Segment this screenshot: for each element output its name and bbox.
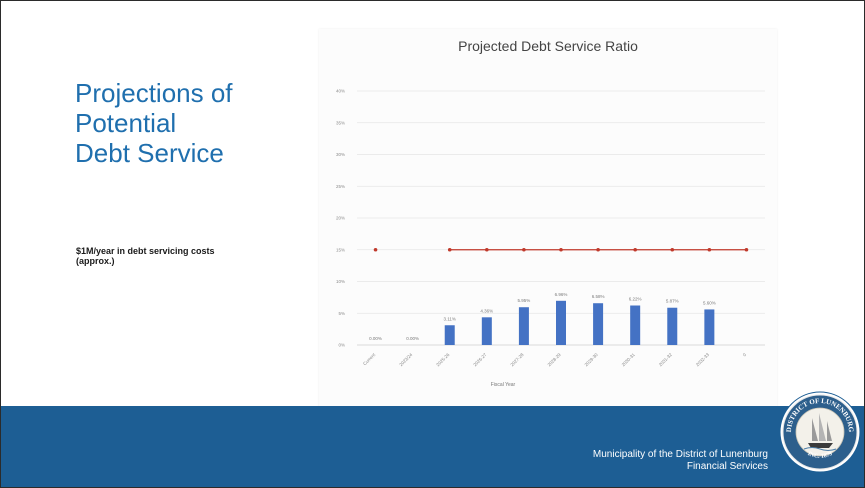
x-tick-label: 2025-26: [435, 352, 451, 368]
note-line: (approx.): [76, 256, 115, 266]
bar-data-label: 4.36%: [480, 308, 493, 313]
policy-marker: [744, 247, 749, 252]
bar-data-label: 5.87%: [666, 299, 679, 304]
bar-data-label: 5.60%: [703, 300, 716, 305]
policy-marker: [373, 247, 378, 252]
municipal-seal-logo: DISTRICT OF LUNENBURG INC. 1879: [779, 391, 861, 473]
y-tick-label: 0%: [338, 343, 345, 348]
x-tick-label: Current: [362, 352, 377, 367]
seal-bottom-text: INC. 1879: [807, 451, 834, 460]
bar-data-label: 0.00%: [369, 336, 382, 341]
bar-data-label: 6.22%: [629, 297, 642, 302]
bar-data-label: 6.96%: [555, 292, 568, 297]
debt-ratio-chart: Projected Debt Service Ratio 0% 5% 10% 15% 2…: [336, 38, 765, 433]
x-axis-title: Fiscal Year: [491, 382, 516, 388]
policy-series: [373, 247, 749, 252]
policy-marker: [633, 247, 637, 252]
x-tick-label: 2023/24: [398, 352, 413, 367]
policy-marker: [485, 247, 489, 252]
bar: [593, 303, 604, 345]
bar: [481, 317, 492, 345]
y-tick-label: 25%: [336, 184, 345, 189]
slide-title: Projections of Potential Debt Service: [75, 78, 295, 168]
x-axis-ticks: Current 2023/24 2025-26 2026-27 2027-28 2028-…: [362, 352, 747, 368]
x-tick-label: 2029-30: [584, 352, 600, 368]
x-tick-label: 2032-33: [695, 352, 711, 368]
policy-marker: [522, 247, 526, 252]
policy-marker: [559, 247, 563, 252]
title-line: Potential: [75, 108, 177, 138]
data-labels: 0.00% 0.00% 3.11% 4.36% 5.95% 6.96% 6.58% 6.22%…: [369, 292, 716, 341]
bar-data-label: 0.00%: [406, 336, 419, 341]
x-tick-label: 2028-29: [546, 352, 562, 368]
y-axis-ticks: 0% 5% 10% 15% 20% 25% 30% 35% 40%: [336, 89, 345, 348]
x-tick-label: 2026-27: [472, 352, 488, 368]
title-line: Projections of: [75, 78, 233, 108]
bar-data-label: 6.58%: [592, 294, 605, 299]
y-tick-label: 35%: [336, 120, 345, 125]
policy-marker: [707, 247, 712, 252]
y-tick-label: 10%: [336, 279, 345, 284]
y-tick-label: 5%: [338, 311, 345, 316]
gridlines: [357, 90, 765, 346]
x-tick-label: 0: [742, 352, 748, 358]
chart-panel: Projected Debt Service Ratio 0% 5% 10% 15% 2…: [319, 29, 777, 447]
footer-org-name: Municipality of the District of Lunenbur…: [592, 449, 768, 460]
title-line: Debt Service: [75, 138, 224, 168]
bar: [444, 325, 455, 345]
x-tick-label: 2030-31: [621, 352, 637, 368]
x-tick-label: 2027-28: [509, 352, 525, 368]
chart-title: Projected Debt Service Ratio: [458, 38, 638, 54]
y-tick-label: 15%: [336, 247, 345, 252]
y-tick-label: 30%: [336, 152, 345, 157]
footer-band: [1, 406, 864, 487]
x-tick-label: 2031-32: [658, 352, 674, 368]
bar: [630, 305, 641, 345]
bar-data-label: 3.11%: [444, 316, 456, 321]
bar: [556, 300, 566, 345]
note-line: $1M/year in debt servicing costs: [76, 246, 215, 256]
debt-cost-note: $1M/year in debt servicing costs (approx…: [76, 246, 276, 266]
policy-marker: [596, 247, 600, 252]
bar: [518, 307, 529, 345]
footer-department: Financial Services: [686, 461, 768, 472]
bar: [667, 307, 678, 345]
policy-marker: [447, 247, 452, 252]
y-tick-label: 40%: [336, 89, 345, 94]
policy-marker: [670, 247, 675, 252]
y-tick-label: 20%: [336, 216, 345, 221]
bar-data-label: 5.95%: [518, 298, 531, 303]
bar: [704, 309, 715, 345]
footer-text: Municipality of the District of Lunenbur…: [593, 449, 768, 473]
bar-series: [444, 300, 715, 345]
